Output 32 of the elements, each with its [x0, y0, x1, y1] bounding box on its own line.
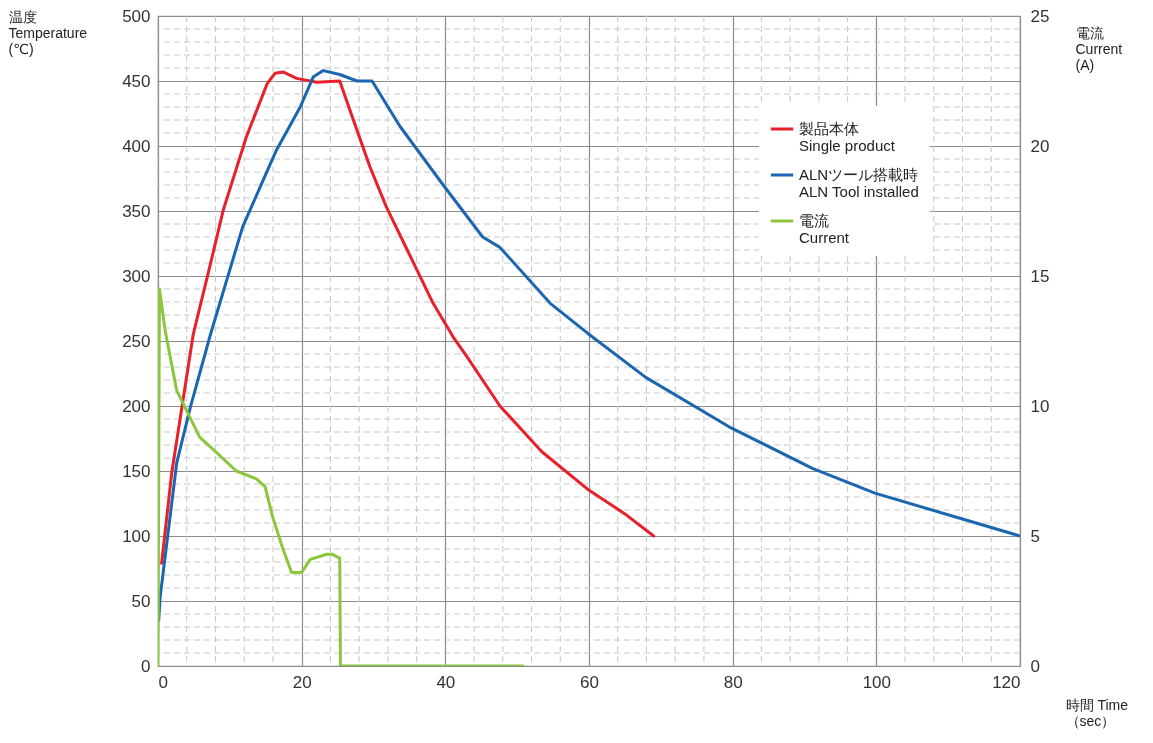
x-tick-label: 0	[158, 672, 168, 692]
y-tick-label: 450	[122, 71, 151, 91]
y2-tick-label: 15	[1030, 266, 1050, 286]
y-tick-label: 400	[122, 136, 151, 156]
y-tick-label: 300	[122, 266, 151, 286]
x-axis-title: 時間 Time （sec）	[1065, 696, 1129, 729]
y2-tick-label: 25	[1030, 6, 1050, 26]
y-tick-label: 0	[141, 656, 151, 676]
y-tick-label: 250	[122, 331, 151, 351]
y-tick-label: 500	[122, 6, 151, 26]
legend-label: 電流 Current	[799, 212, 850, 246]
y2-tick-label: 0	[1030, 656, 1040, 676]
y2-tick-label: 20	[1030, 136, 1050, 156]
y-tick-label: 50	[131, 591, 151, 611]
y2-tick-label: 10	[1030, 396, 1050, 416]
legend-label: ALNツール搭載時 ALN Tool installed	[799, 166, 919, 200]
y-tick-label: 350	[122, 201, 151, 221]
y-tick-label: 150	[122, 461, 151, 481]
x-tick-label: 120	[992, 672, 1021, 692]
x-tick-label: 100	[862, 672, 892, 692]
y-axis-title: 温度 Temperature (℃)	[8, 8, 88, 57]
y2-tick-label: 5	[1030, 526, 1040, 546]
y-tick-label: 100	[122, 526, 151, 546]
x-tick-label: 40	[436, 672, 456, 692]
y2-axis-title: 電流 Current (A)	[1075, 24, 1123, 73]
y-tick-label: 200	[122, 396, 151, 416]
x-tick-label: 60	[580, 672, 599, 692]
x-tick-label: 20	[292, 672, 312, 692]
line-series	[160, 70, 656, 565]
x-tick-label: 80	[723, 672, 743, 692]
legend-label: 製品本体 Single product	[799, 120, 896, 154]
line-series	[158, 287, 525, 666]
